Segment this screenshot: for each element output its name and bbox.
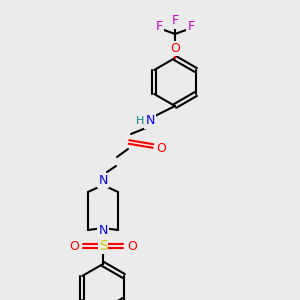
Text: N: N (145, 115, 155, 128)
Text: N: N (98, 173, 108, 187)
Text: F: F (188, 20, 195, 34)
Text: H: H (136, 116, 144, 126)
Text: F: F (171, 14, 178, 28)
Text: F: F (155, 20, 163, 34)
Text: S: S (99, 239, 107, 253)
Text: O: O (69, 239, 79, 253)
Text: N: N (98, 224, 108, 236)
Text: O: O (170, 41, 180, 55)
Text: O: O (127, 239, 137, 253)
Text: O: O (156, 142, 166, 154)
